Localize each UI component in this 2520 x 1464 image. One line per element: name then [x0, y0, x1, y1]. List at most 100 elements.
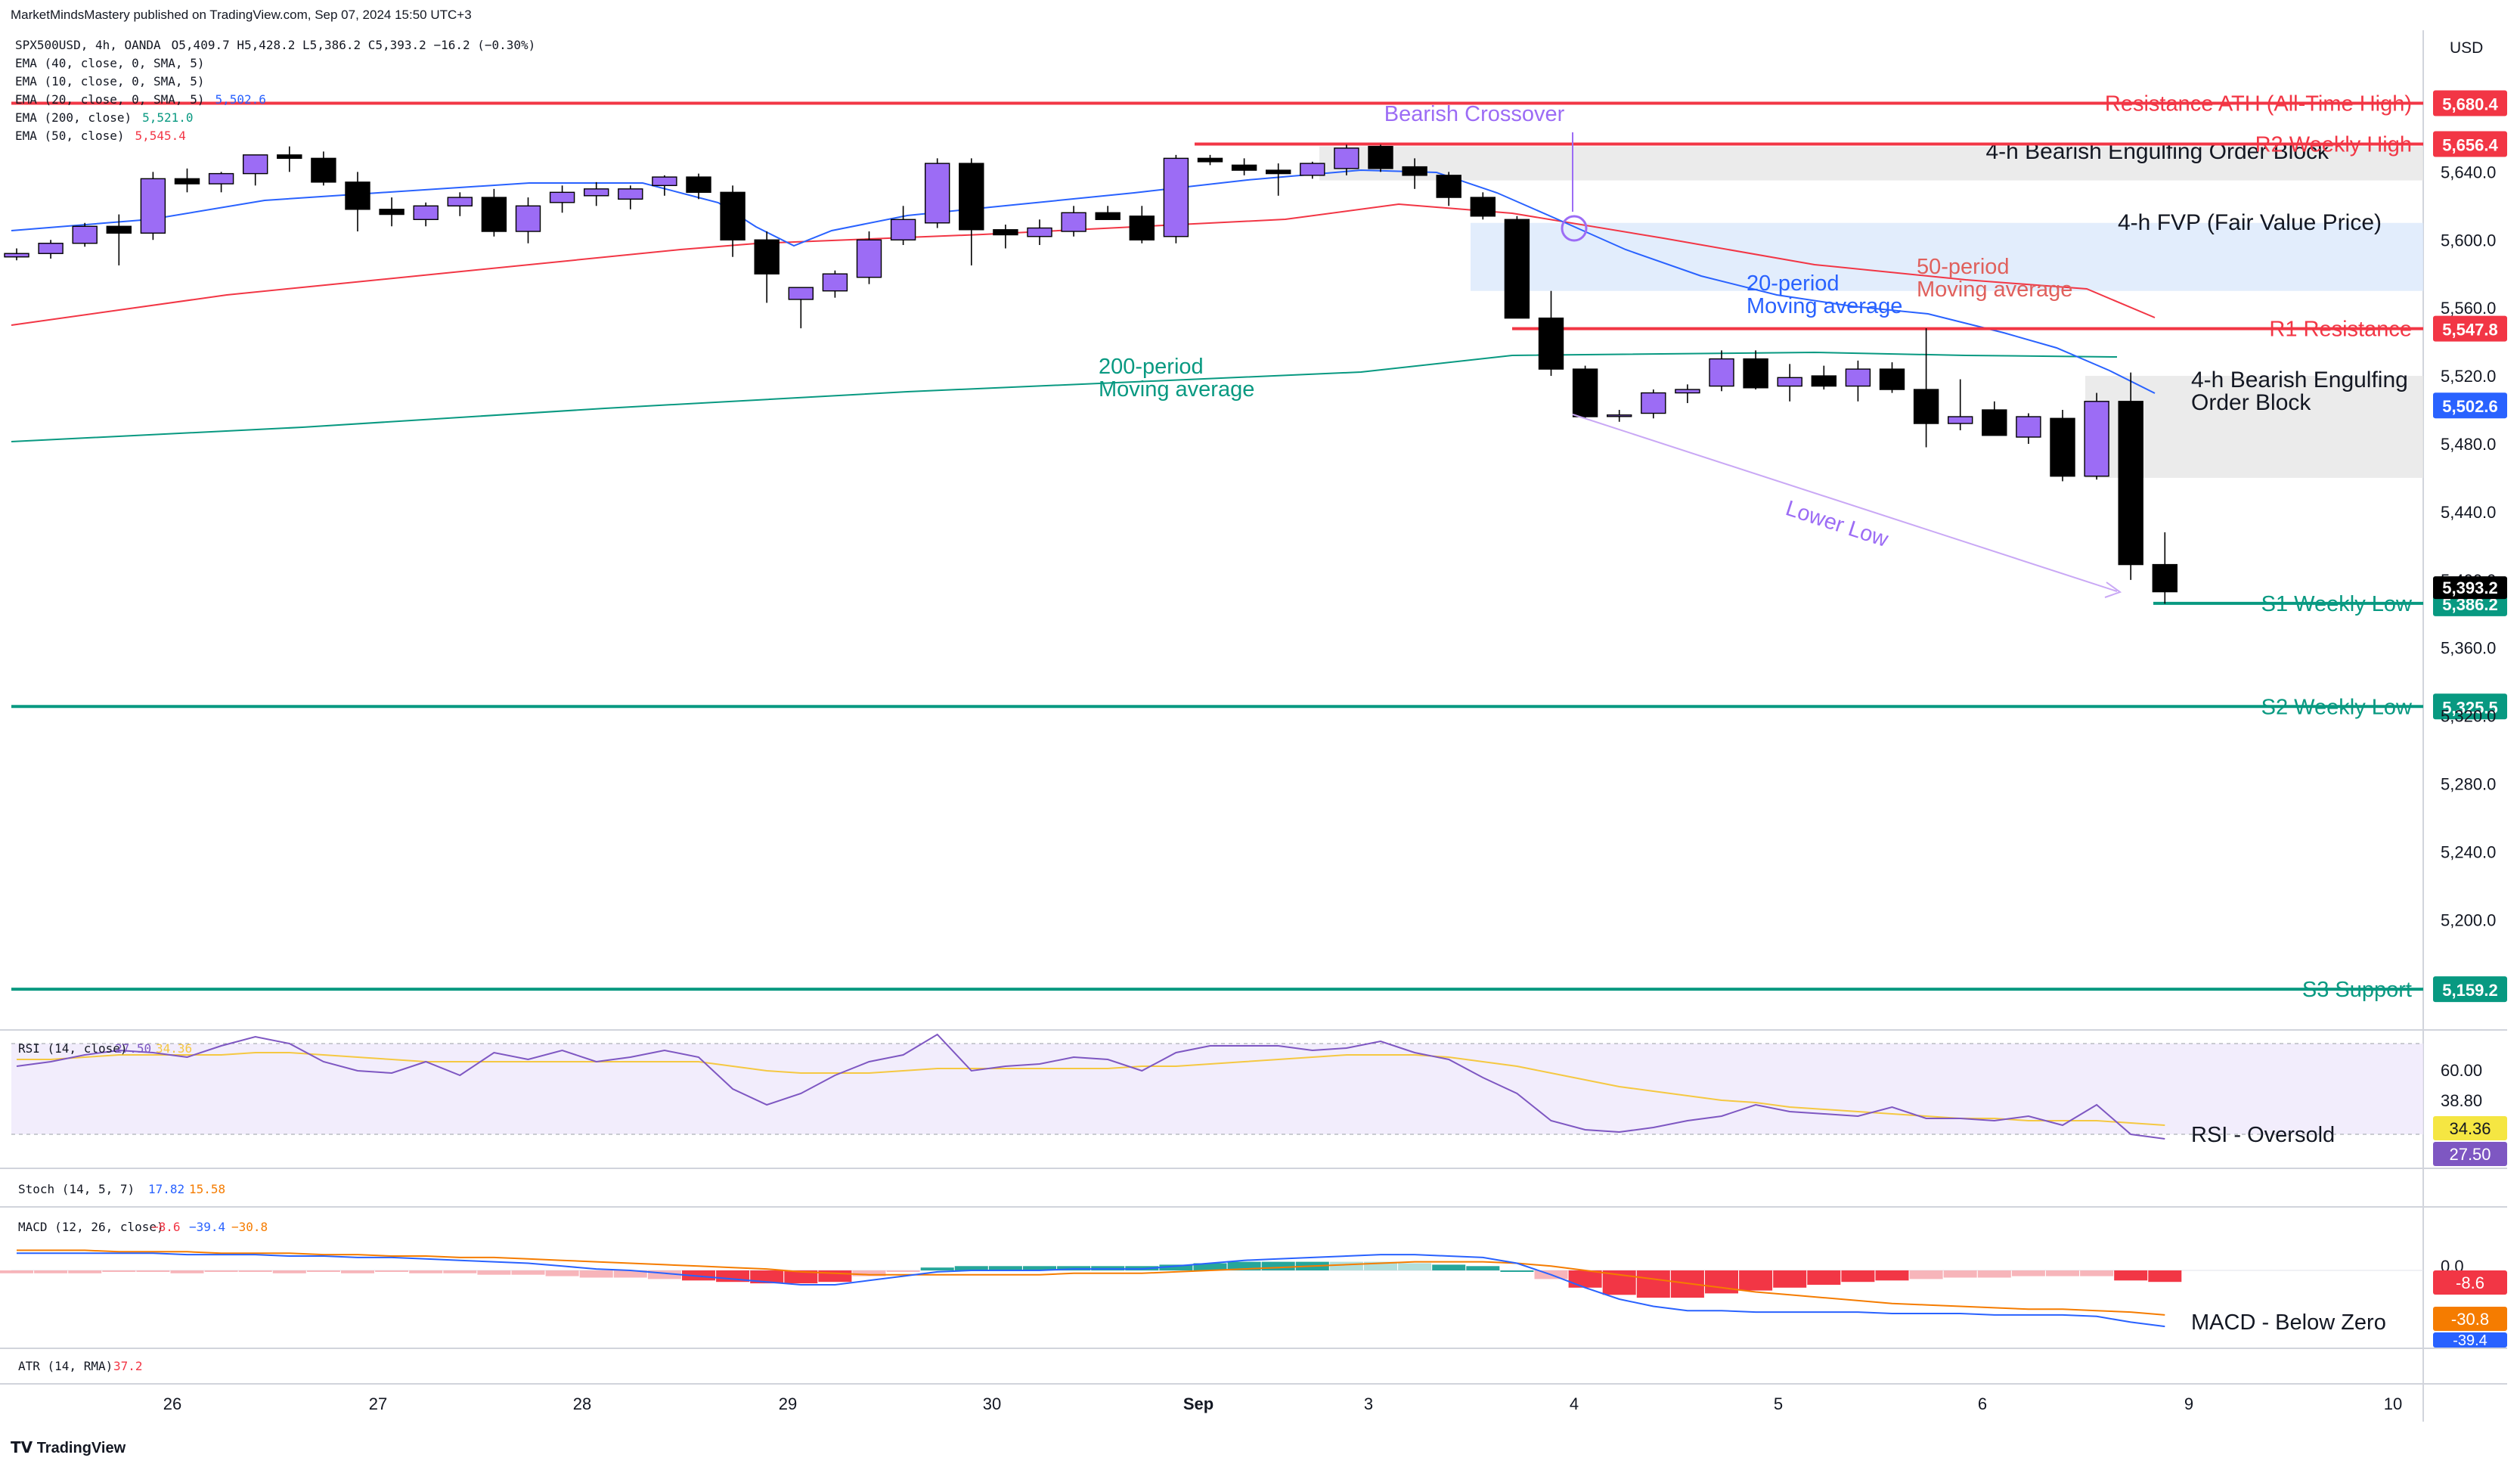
- macd-hist-bar: [1500, 1270, 1534, 1272]
- candle-bull: [1300, 163, 1325, 176]
- candle-bear: [1436, 175, 1461, 198]
- stoch-d: 15.58: [189, 1182, 225, 1196]
- macd-hist-bar: [68, 1270, 102, 1273]
- time-tick: 29: [779, 1394, 797, 1413]
- macd-hist-bar: [34, 1270, 68, 1273]
- time-tick: 30: [983, 1394, 1001, 1413]
- stoch-k: 17.82: [148, 1182, 184, 1196]
- annotation-text: 20-period: [1747, 271, 1840, 296]
- price-tick: 5,640.0: [2441, 163, 2496, 181]
- time-tick: 4: [1570, 1394, 1579, 1413]
- macd-hist-badge-text: -8.6: [2456, 1273, 2484, 1292]
- tradingview-logo: 𝗧𝗩 TradingView: [11, 1438, 126, 1457]
- level-badge-text: 5,656.4: [2442, 135, 2498, 154]
- candle-bull: [788, 287, 814, 300]
- rsi-ma-line: [17, 1052, 2165, 1126]
- candle-bull: [208, 172, 234, 185]
- level-badge: [2433, 131, 2507, 157]
- legend-item: EMA (10, close, 0, SMA, 5): [15, 74, 225, 88]
- candle-bull: [584, 188, 609, 197]
- candle-bull: [549, 191, 575, 203]
- macd-hist-bar: [409, 1270, 443, 1273]
- ema20-badge: [2433, 392, 2507, 419]
- ema20-line: [11, 169, 2156, 394]
- macd-hist-bar: [443, 1270, 477, 1273]
- candle-bull: [413, 205, 439, 220]
- candle-bull: [38, 243, 64, 254]
- macd-hist: −8.6: [151, 1220, 181, 1234]
- macd-hist-bar: [1432, 1264, 1466, 1270]
- candle-bear: [1572, 368, 1598, 417]
- candle-bull: [1163, 157, 1189, 237]
- zone-label: 4-h Bearish Engulfing: [2191, 368, 2408, 392]
- candle-bear: [720, 191, 745, 240]
- candle-bull: [1675, 389, 1700, 394]
- published-info: MarketMindsMastery published on TradingV…: [11, 8, 472, 22]
- candle-bull: [2016, 416, 2041, 438]
- macd-hist-bar: [750, 1270, 784, 1284]
- time-tick: 3: [1364, 1394, 1373, 1413]
- rsi-value: 27.50: [115, 1041, 151, 1056]
- macd-hist-bar: [1023, 1266, 1056, 1270]
- level-badge-text: 5,680.4: [2442, 95, 2498, 114]
- macd-line: [17, 1252, 2165, 1328]
- candle-bear: [1197, 157, 1223, 163]
- macd-hist-bar: [2011, 1270, 2045, 1276]
- price-tick: 5,320.0: [2441, 707, 2496, 726]
- rsi-note: RSI - Oversold: [2191, 1123, 2335, 1147]
- rsi-badge: [2433, 1142, 2507, 1166]
- macd-hist-bar: [477, 1270, 511, 1275]
- candle-bull: [924, 163, 950, 224]
- rsi-tick: 38.80: [2441, 1091, 2482, 1110]
- candle-bear: [1265, 169, 1291, 175]
- macd-hist-bar: [1739, 1270, 1773, 1291]
- rsi-ma-value: 34.36: [156, 1041, 192, 1056]
- macd-hist-bar: [1329, 1261, 1363, 1270]
- macd-hist-bar: [1261, 1261, 1295, 1270]
- candle-bear: [106, 225, 132, 234]
- candle-bull: [1845, 368, 1871, 387]
- legend-label: EMA (50, close): [15, 129, 125, 143]
- macd-badge: [2433, 1332, 2507, 1348]
- candle-bear: [1402, 166, 1427, 176]
- candle-bull: [140, 178, 166, 234]
- macd-hist-bar: [1636, 1270, 1670, 1298]
- macd-signal-badge: [2433, 1307, 2507, 1331]
- time-tick: 10: [2384, 1394, 2402, 1413]
- candle-bear: [959, 163, 984, 231]
- rsi-tick: 60.00: [2441, 1061, 2482, 1080]
- price-tick: 5,200.0: [2441, 910, 2496, 929]
- symbol-name: SPX500USD, 4h, OANDA: [15, 38, 161, 52]
- candle-bear: [1368, 145, 1393, 169]
- candle-bull: [1709, 358, 1734, 387]
- legend-value: 5,521.0: [142, 110, 194, 125]
- zone-label: Order Block: [2191, 390, 2311, 415]
- legend-label: EMA (200, close): [15, 110, 132, 125]
- atr-label: ATR (14, RMA): [18, 1359, 113, 1373]
- candle-bull: [1606, 414, 1632, 417]
- annotation-text: 50-period: [1917, 255, 2010, 279]
- candle-bear: [2050, 417, 2075, 477]
- legend-item: EMA (40, close, 0, SMA, 5): [15, 56, 225, 70]
- macd-hist-bar: [1159, 1264, 1193, 1270]
- candle-bull: [1027, 227, 1052, 237]
- level-label: S1 Weekly Low: [2261, 592, 2413, 616]
- candle-bear: [481, 197, 507, 232]
- macd-hist-bar: [2148, 1270, 2182, 1283]
- macd-hist-bar: [1705, 1270, 1738, 1294]
- candle-bull: [1947, 416, 1973, 424]
- time-tick: 27: [369, 1394, 387, 1413]
- macd-hist-bar: [954, 1266, 988, 1270]
- level-label: S3 Support: [2302, 978, 2412, 1002]
- annotation-text: Moving average: [1917, 278, 2072, 302]
- macd-hist-bar: [1977, 1270, 2011, 1278]
- rsi-band: [11, 1044, 2423, 1134]
- time-tick: 6: [1978, 1394, 1987, 1413]
- annotation-text: Bearish Crossover: [1384, 102, 1565, 126]
- annotation-text: Moving average: [1099, 377, 1254, 402]
- time-tick: Sep: [1183, 1394, 1214, 1413]
- macd-hist-bar: [1875, 1270, 1909, 1281]
- macd-hist-bar: [170, 1270, 204, 1273]
- macd-hist-bar: [579, 1270, 613, 1278]
